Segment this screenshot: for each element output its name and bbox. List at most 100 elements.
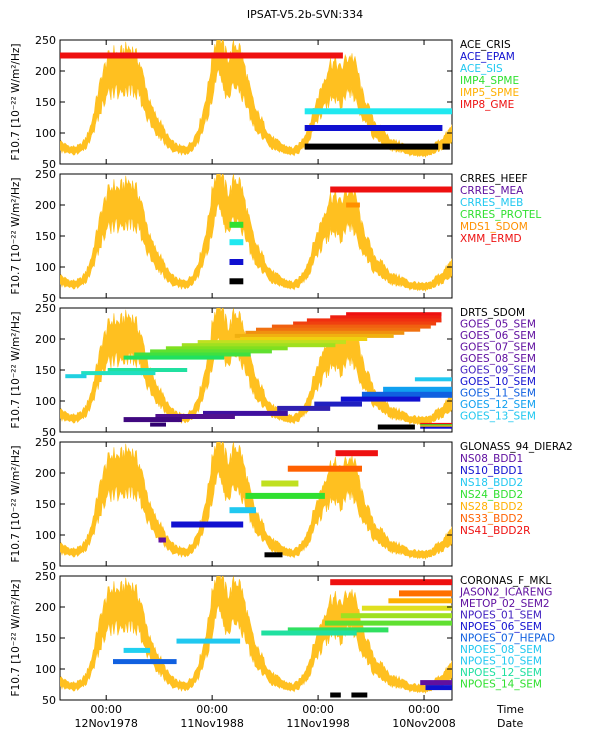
coverage-bar: [150, 349, 272, 354]
legend-entry: GOES_11_SEM: [460, 388, 536, 400]
panel-plot-area: [60, 308, 452, 430]
coverage-bar: [420, 422, 452, 425]
y-axis-label: F10.7 [10⁻²² W/m²/Hz]: [10, 312, 22, 429]
y-tick-label: 100: [35, 663, 56, 676]
legend-entry: GOES_07_SEM: [460, 342, 536, 354]
y-tick-label: 250: [35, 302, 56, 315]
legend-entry: ACE_CRIS: [460, 39, 511, 51]
coverage-bar: [256, 327, 421, 332]
legend-entry: IMP8_GME: [460, 99, 514, 111]
x-tick-date-label: 12Nov1978: [74, 717, 137, 730]
x-tick-date-label: 11Nov1988: [180, 717, 243, 730]
legend-entry: GOES_12_SEM: [460, 399, 536, 411]
y-tick-label: 150: [35, 498, 56, 511]
f107-band: [60, 40, 452, 158]
panel-2: 50 100 150 200 250 F10.7 [10⁻²² W/m²/Hz] CRRES…: [10, 168, 541, 305]
panel-plot-area: [60, 174, 452, 292]
coverage-bar: [134, 352, 251, 357]
coverage-bar: [203, 410, 288, 416]
legend-entry: NS18_BDD2: [460, 477, 523, 489]
coverage-bar: [234, 333, 394, 338]
x-axis-labels: Time Date 00:0012Nov197800:0011Nov198800…: [74, 703, 524, 730]
coverage-bar: [330, 579, 452, 586]
x-tick-time-label: 00:00: [408, 703, 440, 716]
x-axis-time-label: Time: [496, 703, 524, 716]
coverage-bar: [229, 507, 256, 514]
coverage-bar: [123, 417, 182, 423]
coverage-bar: [425, 685, 452, 691]
coverage-bar: [293, 321, 437, 326]
y-tick-label: 150: [35, 364, 56, 377]
coverage-bar: [330, 186, 452, 193]
y-axis-label: F10.7 [10⁻²² W/m²/Hz]: [10, 446, 22, 563]
coverage-bar: [420, 425, 452, 428]
coverage-bar: [229, 259, 244, 265]
coverage-bar: [123, 647, 151, 653]
coverage-bar: [261, 480, 299, 487]
legend-entry: NS41_BDD2R: [460, 525, 530, 537]
legend-entry: NS28_BDD2: [460, 501, 523, 513]
coverage-bar: [81, 371, 156, 376]
y-tick-label: 150: [35, 96, 56, 109]
coverage-bar: [287, 465, 362, 472]
coverage-bar: [361, 605, 452, 611]
legend-entry: NPOES_01_SEM: [460, 610, 542, 622]
panel-plot-area: [60, 40, 452, 158]
x-tick-time-label: 00:00: [90, 703, 122, 716]
coverage-bar: [171, 521, 244, 528]
coverage-bar: [165, 346, 288, 351]
legend-entry: CRRES_HEEF: [460, 173, 528, 185]
legend-entry: METOP_02_SEM2: [460, 598, 550, 610]
x-tick-date-label: 10Nov2008: [392, 717, 455, 730]
coverage-bar: [245, 330, 405, 335]
coverage-bar: [229, 278, 244, 285]
coverage-bar: [287, 627, 389, 633]
y-axis-label: F10.7 [10⁻²² W/m²/Hz]: [10, 178, 22, 295]
coverage-bar: [383, 386, 452, 393]
coverage-bar: [60, 52, 343, 59]
coverage-bar: [240, 337, 368, 341]
legend-entry: GOES_09_SEM: [460, 365, 536, 377]
coverage-bar: [306, 318, 442, 323]
coverage-bar: [304, 125, 443, 131]
coverage-bar: [330, 692, 341, 698]
coverage-bar: [176, 638, 241, 644]
legend-entry: NPOES_07_HEPAD: [460, 633, 555, 645]
coverage-bar: [150, 422, 166, 427]
legend-entry: IMP4_SPME: [460, 75, 519, 87]
coverage-bar: [420, 680, 452, 686]
panel-3: 50 100 150 200 250 F10.7 [10⁻²² W/m²/Hz] DRTS_…: [10, 302, 536, 439]
legend-entry: DRTS_SDOM: [460, 307, 525, 319]
y-tick-label: 100: [35, 395, 56, 408]
coverage-bar: [330, 315, 442, 320]
coverage-bar: [442, 143, 450, 150]
panel-4: 50 100 150 200 250 F10.7 [10⁻²² W/m²/Hz] GLONA…: [10, 436, 573, 573]
coverage-bar: [113, 659, 177, 665]
legend-entry: IMP5_SPME: [460, 87, 519, 99]
legend-entry: NPOES_12_SEM: [460, 667, 542, 679]
coverage-bar: [346, 312, 442, 317]
coverage-bar: [377, 424, 415, 430]
legend-entry: NPOES_10_SEM: [460, 656, 542, 668]
legend-entry: CRRES_PROTEL: [460, 209, 541, 221]
coverage-bar: [229, 221, 244, 228]
coverage-bar: [340, 613, 452, 619]
panel-1: 50 100 150 200 250 F10.7 [10⁻²² W/m²/Hz] ACE_C…: [10, 34, 519, 171]
coverage-bar: [65, 374, 87, 379]
coverage-bar: [271, 324, 431, 329]
y-tick-label: 50: [42, 426, 56, 439]
y-tick-label: 150: [35, 230, 56, 243]
coverage-bar: [277, 405, 331, 411]
coverage-bar: [346, 202, 360, 208]
panel-plot-area: [60, 442, 452, 560]
legend-entry: NPOES_14_SEM: [460, 679, 542, 691]
legend-entry: NS33_BDD2: [460, 513, 523, 525]
y-tick-label: 50: [42, 694, 56, 707]
legend-entry: GOES_08_SEM: [460, 353, 536, 365]
coverage-bar: [399, 590, 452, 597]
coverage-bar: [264, 552, 283, 558]
panel-5: 50 100 150 200 250 F10.7 [10⁻²² W/m²/Hz] CORON…: [10, 570, 555, 707]
y-axis-label: F10.7 [10⁻²² W/m²/Hz]: [10, 580, 22, 697]
legend-entry: GLONASS_94_DIERA2: [460, 441, 573, 453]
